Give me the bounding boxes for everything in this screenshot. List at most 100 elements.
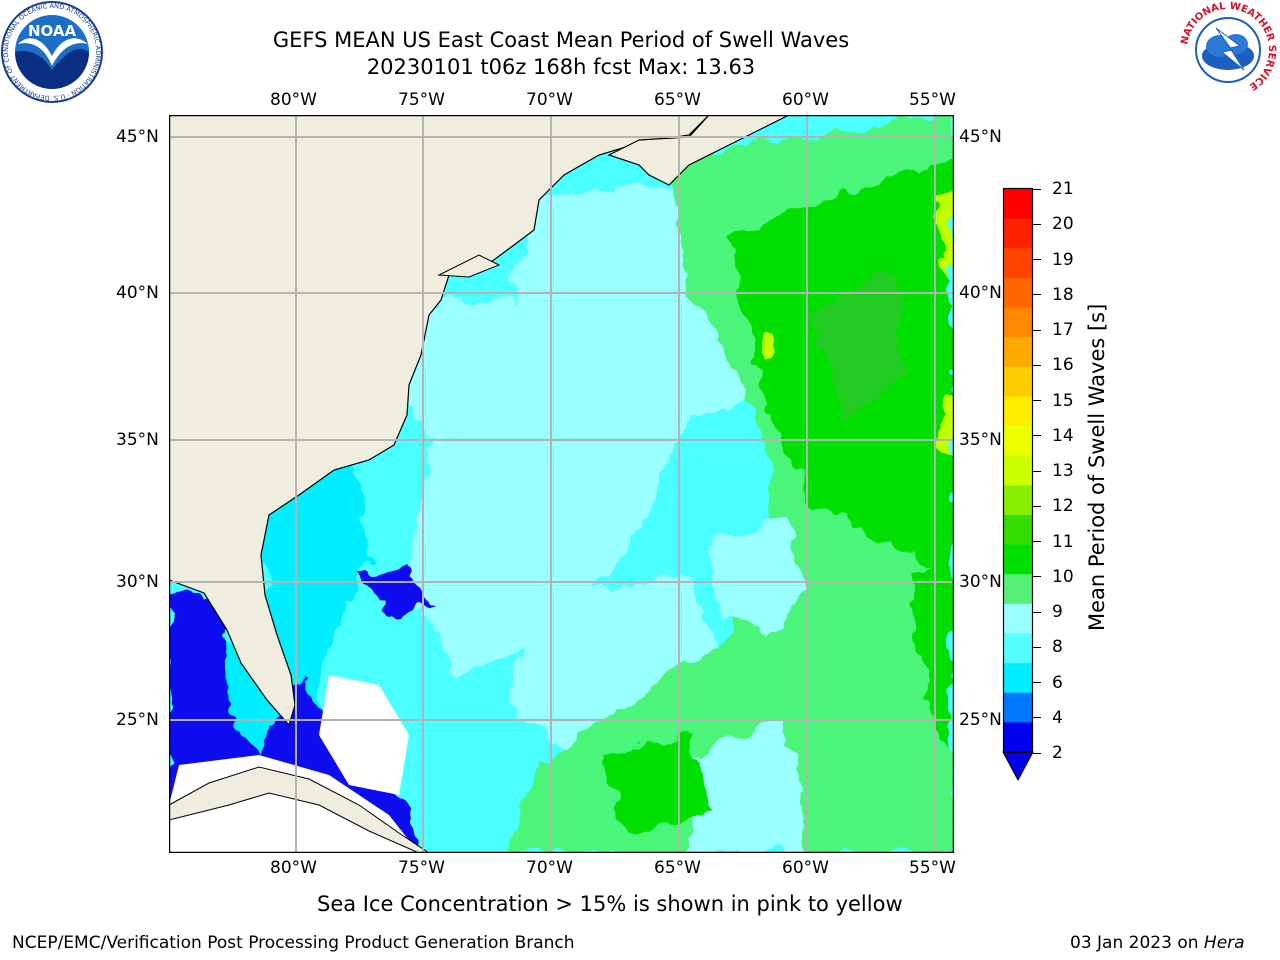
lon-label-bottom-60w: 60°W [782, 858, 829, 878]
colorbar-tick-label: 13 [1052, 461, 1074, 481]
lon-label-bottom-55w: 55°W [909, 858, 956, 878]
colorbar-frame [1002, 187, 1034, 754]
colorbar-segment [1004, 514, 1032, 546]
lat-label-right-30n: 30°N [959, 572, 1002, 592]
colorbar-tick-mark [1033, 576, 1041, 578]
colorbar-tick-mark [1033, 259, 1041, 260]
chart-title-line2: 20230101 t06z 168h fcst Max: 13.63 [366, 55, 756, 79]
lon-label-bottom-70w: 70°W [526, 858, 573, 878]
lon-label-bottom-80w: 80°W [270, 858, 317, 878]
chart-title-line1: GEFS MEAN US East Coast Mean Period of S… [272, 28, 850, 52]
colorbar-underflow-triangle [1002, 751, 1034, 782]
colorbar-segment [1004, 189, 1032, 220]
colorbar-tick-label: 8 [1052, 637, 1063, 658]
colorbar-segment [1004, 485, 1032, 516]
light-cyan-pocket [709, 515, 809, 635]
run-date: 03 Jan 2023 on Hera [1070, 933, 1245, 953]
lon-label-top-60w: 60°W [782, 90, 829, 110]
green-region-south [599, 735, 709, 835]
bahamas-mask [319, 675, 409, 795]
colorbar-tick-mark [1033, 717, 1041, 719]
noaa-text: NOAA [28, 22, 77, 40]
lon-label-top-75w: 75°W [398, 90, 445, 110]
colorbar-tick-mark [1033, 646, 1041, 648]
colorbar-tick-mark [1033, 505, 1041, 507]
yellow-green-patch-north [937, 185, 954, 275]
colorbar-tick-label: 10 [1052, 566, 1074, 587]
colorbar-label: Mean Period of Swell Waves [s] [1085, 303, 1109, 631]
lat-label-left-30n: 30°N [116, 572, 159, 592]
colorbar-tick-label: 9 [1052, 602, 1063, 622]
lon-label-top-65w: 65°W [654, 90, 701, 110]
colorbar-tick-mark [1033, 294, 1041, 296]
colorbar-segment [1004, 277, 1032, 309]
colorbar-tick-label: 4 [1052, 707, 1063, 728]
lat-label-left-40n: 40°N [116, 283, 159, 303]
colorbar-segment [1004, 455, 1032, 486]
cuba [169, 766, 430, 853]
green-region-east [909, 555, 954, 755]
colorbar-tick-label: 16 [1052, 355, 1074, 376]
host-name: Hera [1203, 933, 1245, 953]
swell-period-map [169, 115, 954, 853]
lat-label-right-25n: 25°N [959, 710, 1002, 730]
colorbar-tick-mark [1033, 364, 1041, 366]
colorbar-tick-mark [1033, 329, 1041, 331]
colorbar-segment [1004, 307, 1032, 338]
lon-label-bottom-65w: 65°W [654, 858, 701, 878]
colorbar-tick-label: 14 [1052, 425, 1074, 446]
gridlines [169, 115, 954, 853]
colorbar-tick-mark [1033, 188, 1041, 190]
colorbar-segment [1004, 248, 1032, 279]
us-landmass [169, 115, 710, 727]
colorbar-tick-mark [1033, 223, 1041, 225]
colorbar-tick-label: 11 [1052, 531, 1074, 552]
sea-ice-note: Sea Ice Concentration > 15% is shown in … [317, 892, 903, 916]
branch-credit: NCEP/EMC/Verification Post Processing Pr… [12, 933, 575, 953]
colorbar-tick-label: 15 [1052, 390, 1074, 411]
colorbar-segment [1004, 633, 1032, 664]
colorbar-tick-label: 20 [1052, 214, 1074, 235]
light-cyan-pocket-south [689, 715, 809, 853]
colorbar-tick-label: 21 [1052, 179, 1074, 199]
lon-label-top-55w: 55°W [909, 90, 956, 110]
map-frame [169, 115, 954, 853]
colorbar-tick-label: 12 [1052, 496, 1074, 517]
colorbar-segment [1004, 218, 1032, 249]
colorbar-segment [1004, 426, 1032, 457]
colorbar-tick-mark [1033, 752, 1041, 754]
colorbar-tick-mark [1033, 611, 1041, 613]
colorbar-segment [1004, 396, 1032, 427]
lat-label-right-40n: 40°N [959, 283, 1002, 303]
colorbar-tick-mark [1033, 541, 1041, 542]
colorbar [1002, 187, 1034, 782]
deep-blue-blake-plateau [359, 565, 429, 615]
lon-label-bottom-75w: 75°W [398, 858, 445, 878]
colorbar-tick-label: 6 [1052, 672, 1063, 693]
colorbar-tick-label: 19 [1052, 249, 1074, 270]
colorbar-tick-label: 18 [1052, 284, 1074, 305]
colorbar-segment [1004, 722, 1032, 753]
noaa-logo: NATIONAL OCEANIC AND ATMOSPHERIC ADMINIS… [0, 0, 103, 103]
lon-label-top-80w: 80°W [270, 90, 317, 110]
colorbar-segment [1004, 692, 1032, 723]
colorbar-tick-label: 17 [1052, 320, 1074, 340]
lat-label-right-35n: 35°N [959, 430, 1002, 450]
run-date-text: 03 Jan 2023 on [1070, 933, 1204, 953]
yellow-green-patch-center [761, 335, 779, 359]
colorbar-tick-mark [1033, 435, 1041, 437]
colorbar-tick-mark [1033, 470, 1041, 472]
colorbar-segment [1004, 663, 1032, 694]
long-island [437, 254, 501, 278]
colorbar-segment [1004, 544, 1032, 575]
colorbar-segment [1004, 337, 1032, 368]
lon-label-top-70w: 70°W [526, 90, 573, 110]
nws-logo: NATIONAL WEATHER SERVICE [1179, 1, 1277, 98]
lat-label-left-35n: 35°N [116, 430, 159, 450]
lat-label-left-45n: 45°N [116, 127, 159, 147]
colorbar-tick-label: 2 [1052, 743, 1063, 763]
colorbar-segments [1004, 189, 1032, 753]
dark-green-core [809, 275, 909, 415]
lat-label-left-25n: 25°N [116, 710, 159, 730]
colorbar-segment [1004, 603, 1032, 635]
